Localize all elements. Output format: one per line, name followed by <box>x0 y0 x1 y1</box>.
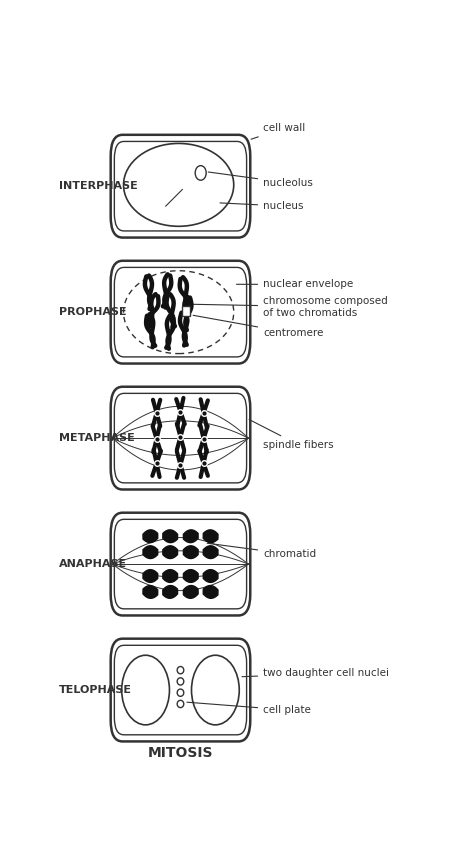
Polygon shape <box>163 570 178 582</box>
Polygon shape <box>143 530 158 542</box>
Polygon shape <box>203 570 218 582</box>
FancyBboxPatch shape <box>114 268 246 357</box>
Text: TELOPHASE: TELOPHASE <box>59 685 132 695</box>
Polygon shape <box>183 530 198 542</box>
Text: INTERPHASE: INTERPHASE <box>59 181 138 191</box>
Ellipse shape <box>191 655 239 725</box>
FancyBboxPatch shape <box>114 141 246 231</box>
Polygon shape <box>183 570 198 582</box>
Text: chromosome composed
of two chromatids: chromosome composed of two chromatids <box>191 296 388 318</box>
FancyBboxPatch shape <box>110 639 250 741</box>
Text: nucleus: nucleus <box>220 201 304 211</box>
FancyBboxPatch shape <box>114 393 246 483</box>
Polygon shape <box>203 585 218 598</box>
Bar <box>182 306 190 316</box>
Polygon shape <box>143 585 158 598</box>
Ellipse shape <box>177 666 184 674</box>
Text: chromatid: chromatid <box>207 543 316 559</box>
Text: METAPHASE: METAPHASE <box>59 433 135 443</box>
Text: nuclear envelope: nuclear envelope <box>237 279 354 289</box>
FancyBboxPatch shape <box>114 519 246 609</box>
Polygon shape <box>163 546 178 559</box>
FancyBboxPatch shape <box>110 261 250 363</box>
Text: PROPHASE: PROPHASE <box>59 307 127 317</box>
Text: nucleolus: nucleolus <box>208 172 313 188</box>
Text: centromere: centromere <box>193 315 323 338</box>
Polygon shape <box>143 546 158 559</box>
Text: spindle fibers: spindle fibers <box>249 419 334 449</box>
Ellipse shape <box>124 144 234 226</box>
Ellipse shape <box>177 689 184 697</box>
Ellipse shape <box>122 655 169 725</box>
FancyBboxPatch shape <box>114 645 246 734</box>
Ellipse shape <box>195 165 206 180</box>
Text: cell wall: cell wall <box>251 123 305 139</box>
Polygon shape <box>163 530 178 542</box>
Ellipse shape <box>177 700 184 708</box>
Polygon shape <box>183 546 198 559</box>
FancyBboxPatch shape <box>110 512 250 616</box>
Polygon shape <box>143 570 158 582</box>
Text: MITOSIS: MITOSIS <box>148 746 213 759</box>
Text: cell plate: cell plate <box>187 703 311 715</box>
Polygon shape <box>203 546 218 559</box>
Polygon shape <box>163 585 178 598</box>
Ellipse shape <box>177 678 184 685</box>
Text: ANAPHASE: ANAPHASE <box>59 559 128 569</box>
Polygon shape <box>183 585 198 598</box>
FancyBboxPatch shape <box>110 387 250 490</box>
Text: two daughter cell nuclei: two daughter cell nuclei <box>242 668 389 678</box>
Polygon shape <box>203 530 218 542</box>
FancyBboxPatch shape <box>110 135 250 238</box>
